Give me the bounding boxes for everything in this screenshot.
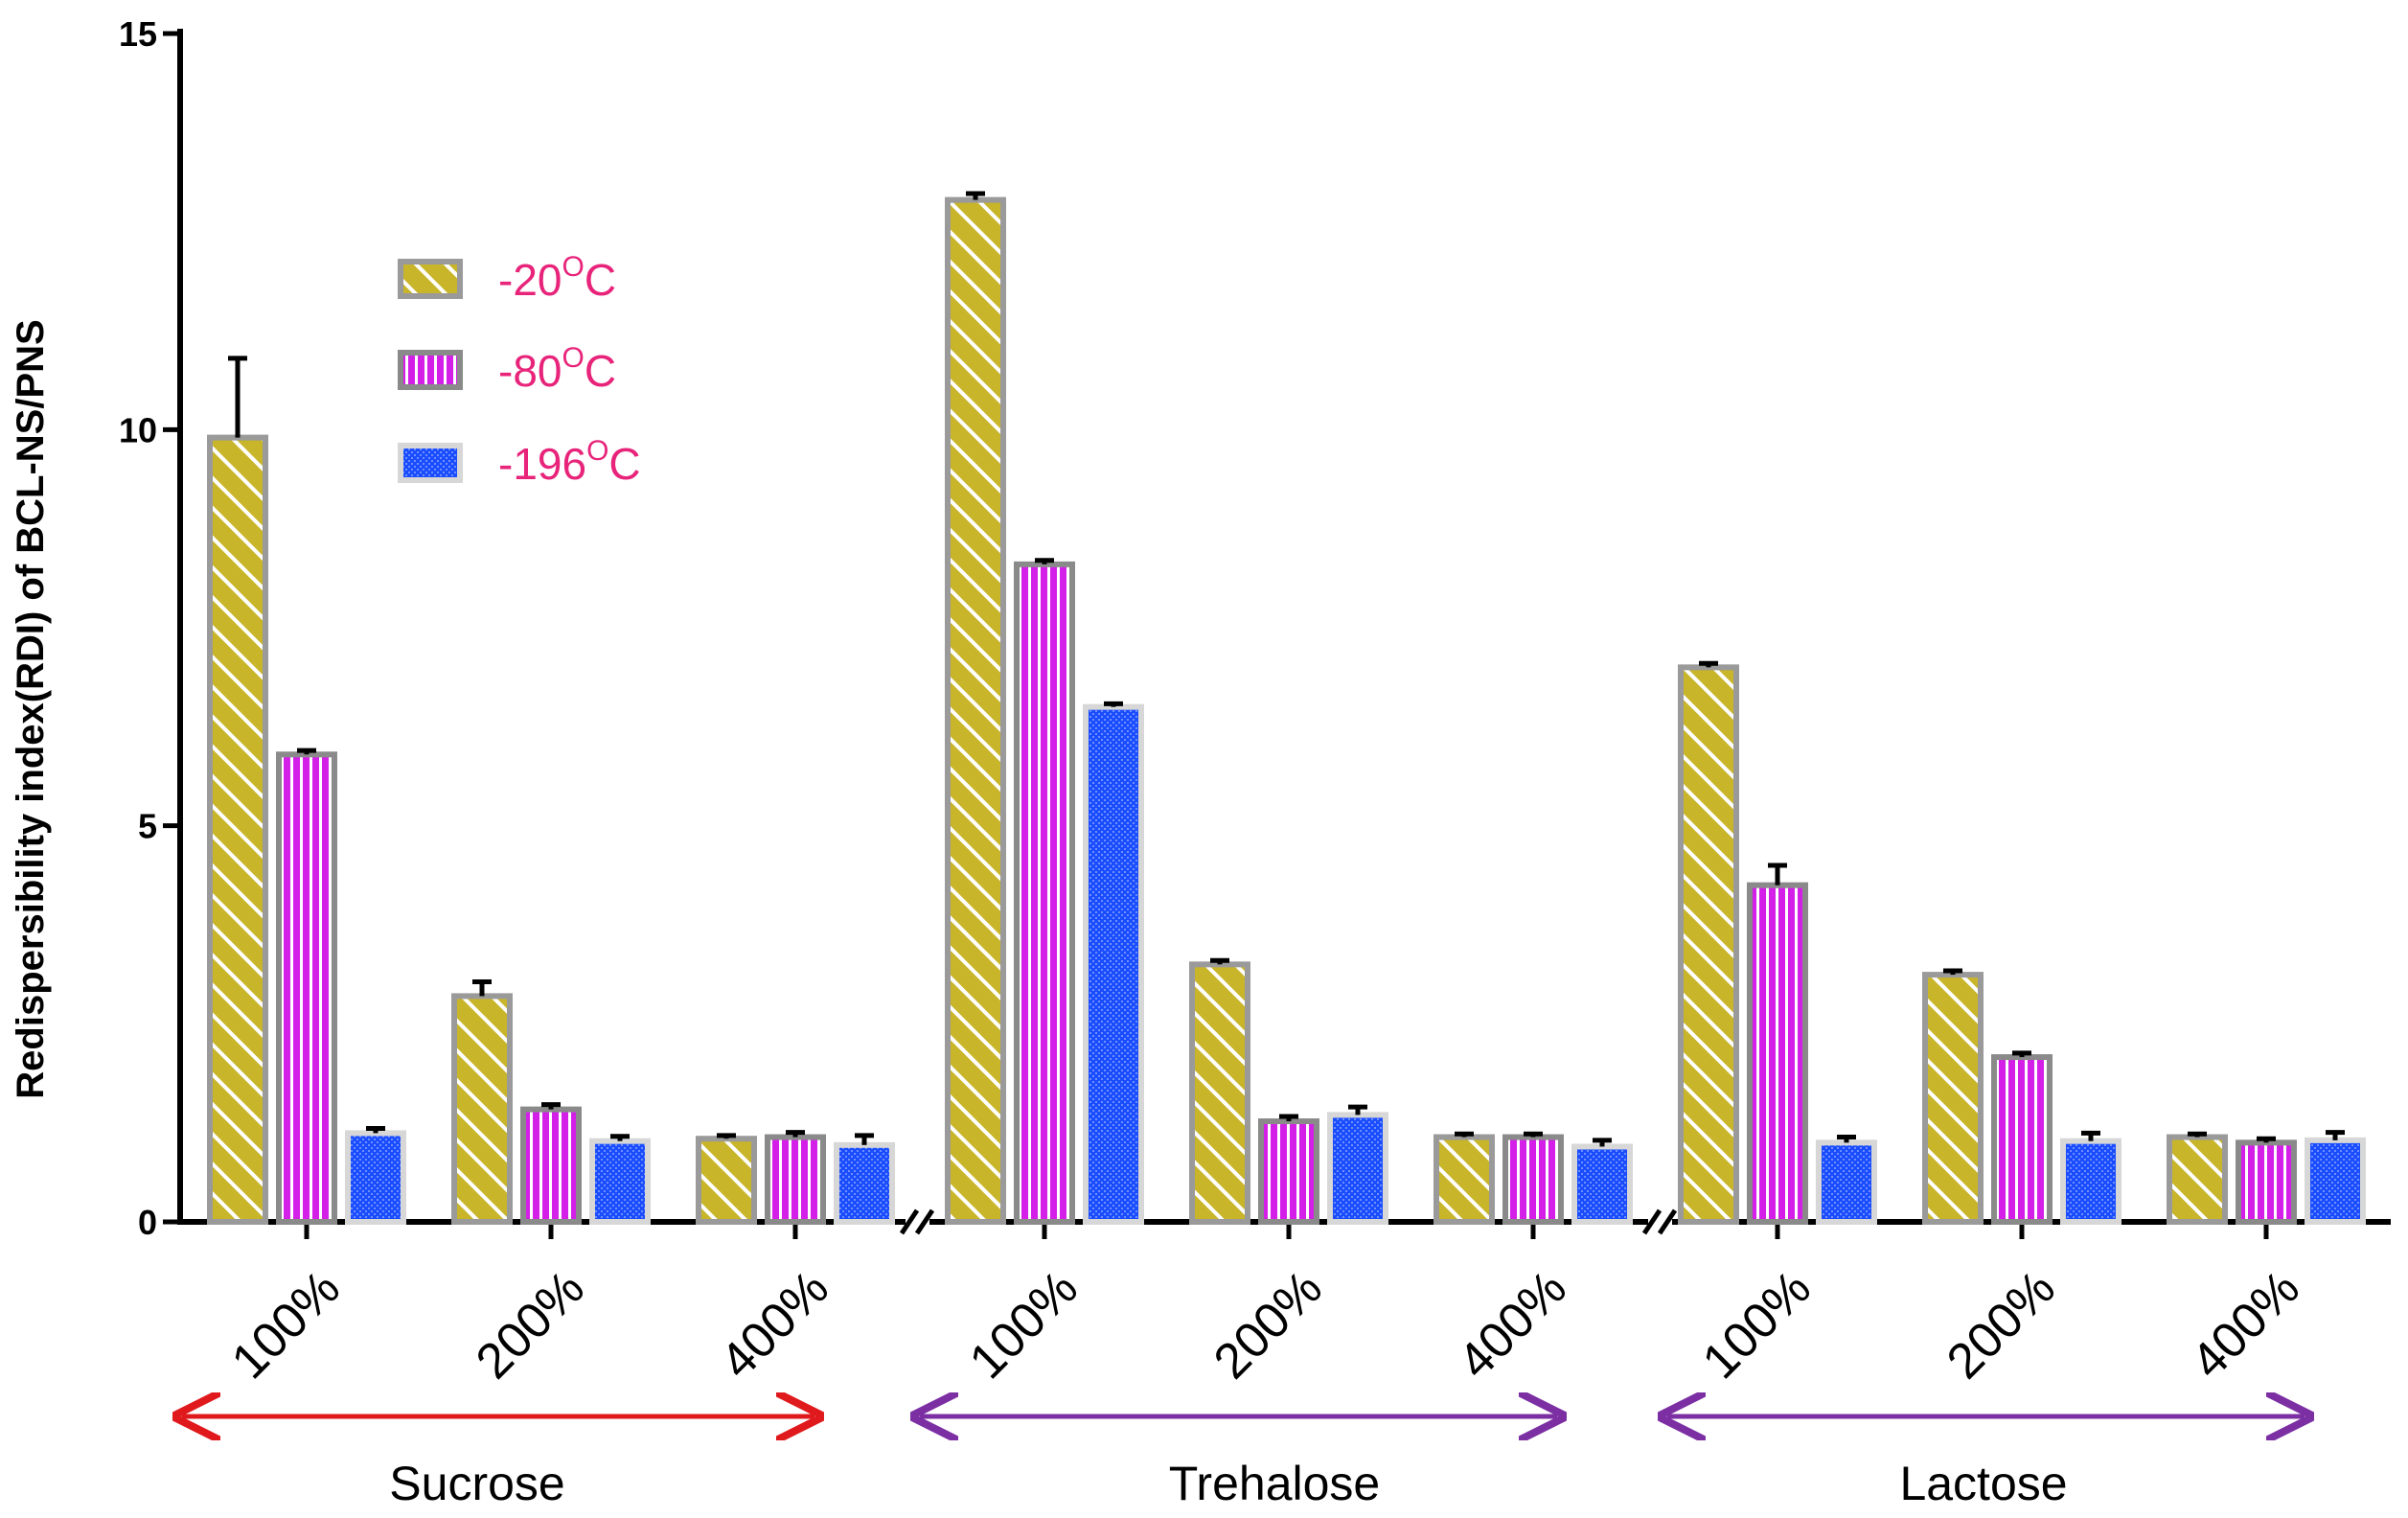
- bar-trehalose-200%--20: [1189, 961, 1250, 1225]
- bar-sucrose-200%--80: [520, 1106, 582, 1225]
- legend-swatch--196: [398, 443, 463, 483]
- bar-trehalose-200%--80: [1258, 1118, 1319, 1225]
- bar-sucrose-400%--80: [765, 1134, 826, 1225]
- bar-trehalose-100%--20: [945, 196, 1006, 1226]
- bar-trehalose-100%--196: [1083, 703, 1144, 1225]
- axis-break-mark: [914, 1208, 935, 1235]
- bar-trehalose-400%--196: [1571, 1143, 1633, 1226]
- bar-sucrose-100%--196: [345, 1130, 406, 1225]
- y-tick-label: 10: [119, 410, 157, 449]
- x-tick-labels: 100% 200% 400% 100% 200% 400% 100% 200% 400%: [221, 1260, 2310, 1390]
- group-label-lactose: Lactose: [1899, 1457, 2067, 1510]
- axis-break-mark: [1657, 1208, 1678, 1235]
- x-tick-label: 100%: [221, 1260, 351, 1390]
- bar-sucrose-200%--20: [451, 993, 513, 1226]
- bar-sucrose-100%--20: [207, 434, 268, 1226]
- bar-lactose-200%--20: [1922, 972, 1984, 1226]
- legend-swatch--80: [398, 350, 463, 390]
- axis-break-mark: [899, 1208, 920, 1235]
- bar-trehalose-400%--20: [1433, 1134, 1495, 1225]
- bar-sucrose-400%--196: [834, 1141, 895, 1226]
- bar-lactose-100%--20: [1678, 664, 1739, 1225]
- x-tick-label: 200%: [1204, 1260, 1333, 1390]
- y-tick-label: 0: [138, 1203, 157, 1242]
- y-axis-title: Redispersibility index(RDI) of BCL-NS/PN…: [10, 319, 52, 1098]
- legend-label--196: -196OC: [498, 435, 641, 489]
- group-labels: Sucrose Trehalose Lactose: [182, 1416, 2305, 1510]
- bar-lactose-200%--196: [2060, 1138, 2121, 1226]
- axis-break-mark: [1641, 1208, 1663, 1235]
- x-tick-label: 200%: [1937, 1260, 2066, 1390]
- bar-lactose-400%--80: [2236, 1139, 2297, 1226]
- bar-lactose-400%--196: [2305, 1137, 2366, 1226]
- x-tick-label: 400%: [1448, 1260, 1577, 1390]
- x-tick-label: 400%: [710, 1260, 839, 1390]
- bar-trehalose-100%--80: [1014, 561, 1075, 1225]
- bar-lactose-200%--80: [1991, 1054, 2053, 1226]
- group-label-trehalose: Trehalose: [1169, 1457, 1380, 1510]
- bar-lactose-100%--196: [1816, 1139, 1877, 1226]
- group-label-sucrose: Sucrose: [389, 1457, 564, 1510]
- bar-sucrose-400%--20: [696, 1136, 757, 1225]
- legend-label--20: -20OC: [498, 251, 616, 305]
- bar-trehalose-200%--196: [1327, 1112, 1388, 1226]
- bar-sucrose-200%--196: [589, 1138, 651, 1226]
- bar-trehalose-400%--80: [1502, 1134, 1564, 1225]
- x-tick-label: 200%: [466, 1260, 595, 1390]
- bar-sucrose-100%--80: [276, 751, 337, 1225]
- y-tick-label: 5: [138, 807, 157, 846]
- x-tick-label: 100%: [959, 1260, 1089, 1390]
- bar-lactose-100%--80: [1747, 882, 1808, 1226]
- x-tick-label: 400%: [2181, 1260, 2310, 1390]
- legend-label--80: -80OC: [498, 342, 616, 396]
- bar-lactose-400%--20: [2167, 1134, 2228, 1225]
- y-tick-label: 15: [119, 14, 157, 54]
- x-tick-label: 100%: [1692, 1260, 1822, 1390]
- bars: [207, 191, 2366, 1226]
- legend: -20OC -80OC -196OC: [398, 251, 641, 489]
- legend-swatch--20: [398, 259, 463, 299]
